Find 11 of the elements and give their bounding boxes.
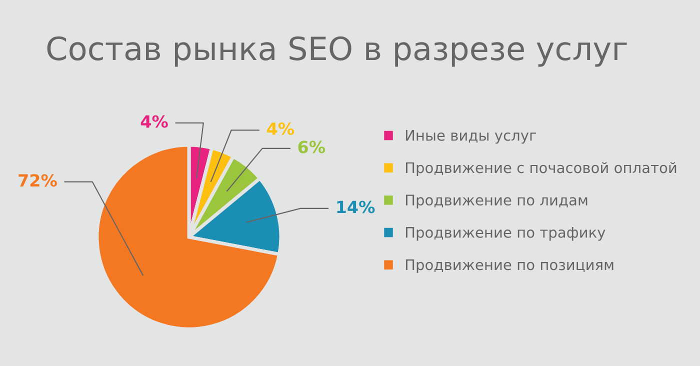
data-label: 14% <box>337 200 375 214</box>
data-label: 6% <box>298 140 326 154</box>
data-label: 4% <box>267 122 294 135</box>
legend-label: Продвижение по трафику <box>406 227 606 241</box>
data-label: 72% <box>18 174 57 187</box>
legend-label: Продвижение по лидам <box>406 194 588 208</box>
legend-label: Продвижение с почасовой оплатой <box>406 162 676 176</box>
legend-label: Продвижение по позициям <box>406 259 614 274</box>
legend-label: Иные виды услуг <box>406 130 536 144</box>
data-label: 4% <box>140 115 168 128</box>
chart-title: Состав рынка SEO в разрезе услуг <box>47 36 627 67</box>
